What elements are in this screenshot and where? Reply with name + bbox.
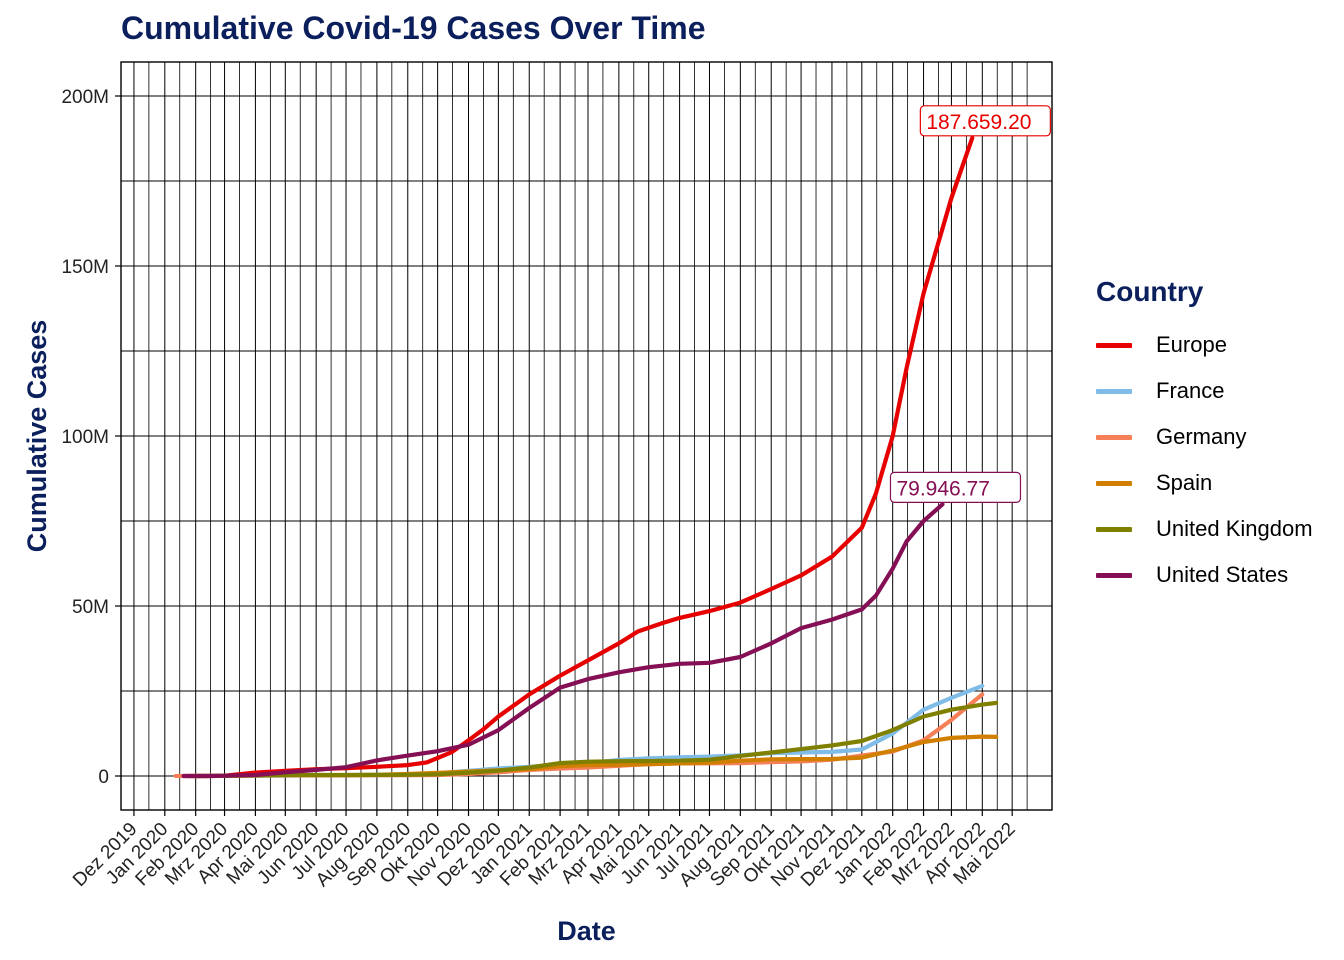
legend-item-europe: Europe: [1096, 322, 1313, 368]
y-axis: 0 50M 100M 150M 200M: [61, 87, 121, 788]
end-label-text: 187.659.20: [926, 111, 1031, 134]
legend-item-united-states: United States: [1096, 552, 1313, 598]
y-axis-title: Cumulative Cases: [22, 320, 52, 553]
series-line-united-kingdom: [193, 700, 999, 779]
end-labels: 187.659.20 79.946.77: [889, 105, 1051, 503]
y-tick-label: 200M: [61, 87, 109, 108]
legend-swatch: [1096, 572, 1132, 578]
legend-swatch: [1096, 388, 1132, 394]
legend-label: Germany: [1156, 424, 1247, 449]
legend-item-united-kingdom: United Kingdom: [1096, 506, 1313, 552]
legend-label: Spain: [1156, 470, 1213, 495]
series-lines: [173, 135, 999, 779]
legend-swatch: [1096, 480, 1132, 486]
chart-title: Cumulative Covid-19 Cases Over Time: [121, 10, 706, 46]
legend-item-spain: Spain: [1096, 460, 1313, 506]
legend-label: Europe: [1156, 332, 1227, 357]
end-label-europe: 187.659.20: [919, 105, 1051, 137]
grid: [121, 62, 1052, 810]
legend-swatch: [1096, 434, 1132, 440]
legend: Country Europe France Germany Spain United K…: [1096, 276, 1313, 598]
legend-label: United States: [1156, 562, 1289, 587]
series-line-united-states: [181, 502, 945, 779]
end-label-text: 79.946.77: [896, 477, 989, 500]
y-tick-label: 100M: [61, 427, 109, 448]
legend-label: United Kingdom: [1156, 516, 1313, 541]
end-label-united-states: 79.946.77: [889, 471, 1022, 503]
legend-item-germany: Germany: [1096, 414, 1313, 460]
y-tick-label: 0: [98, 767, 109, 788]
legend-items: Europe France Germany Spain United Kingdom Un…: [1096, 322, 1313, 598]
legend-label: France: [1156, 378, 1225, 403]
y-tick-label: 50M: [72, 597, 109, 618]
x-axis-title: Date: [557, 916, 616, 946]
legend-title: Country: [1096, 276, 1204, 307]
legend-swatch: [1096, 526, 1132, 532]
y-tick-label: 150M: [61, 257, 109, 278]
legend-item-france: France: [1096, 368, 1313, 414]
legend-swatch: [1096, 342, 1132, 348]
